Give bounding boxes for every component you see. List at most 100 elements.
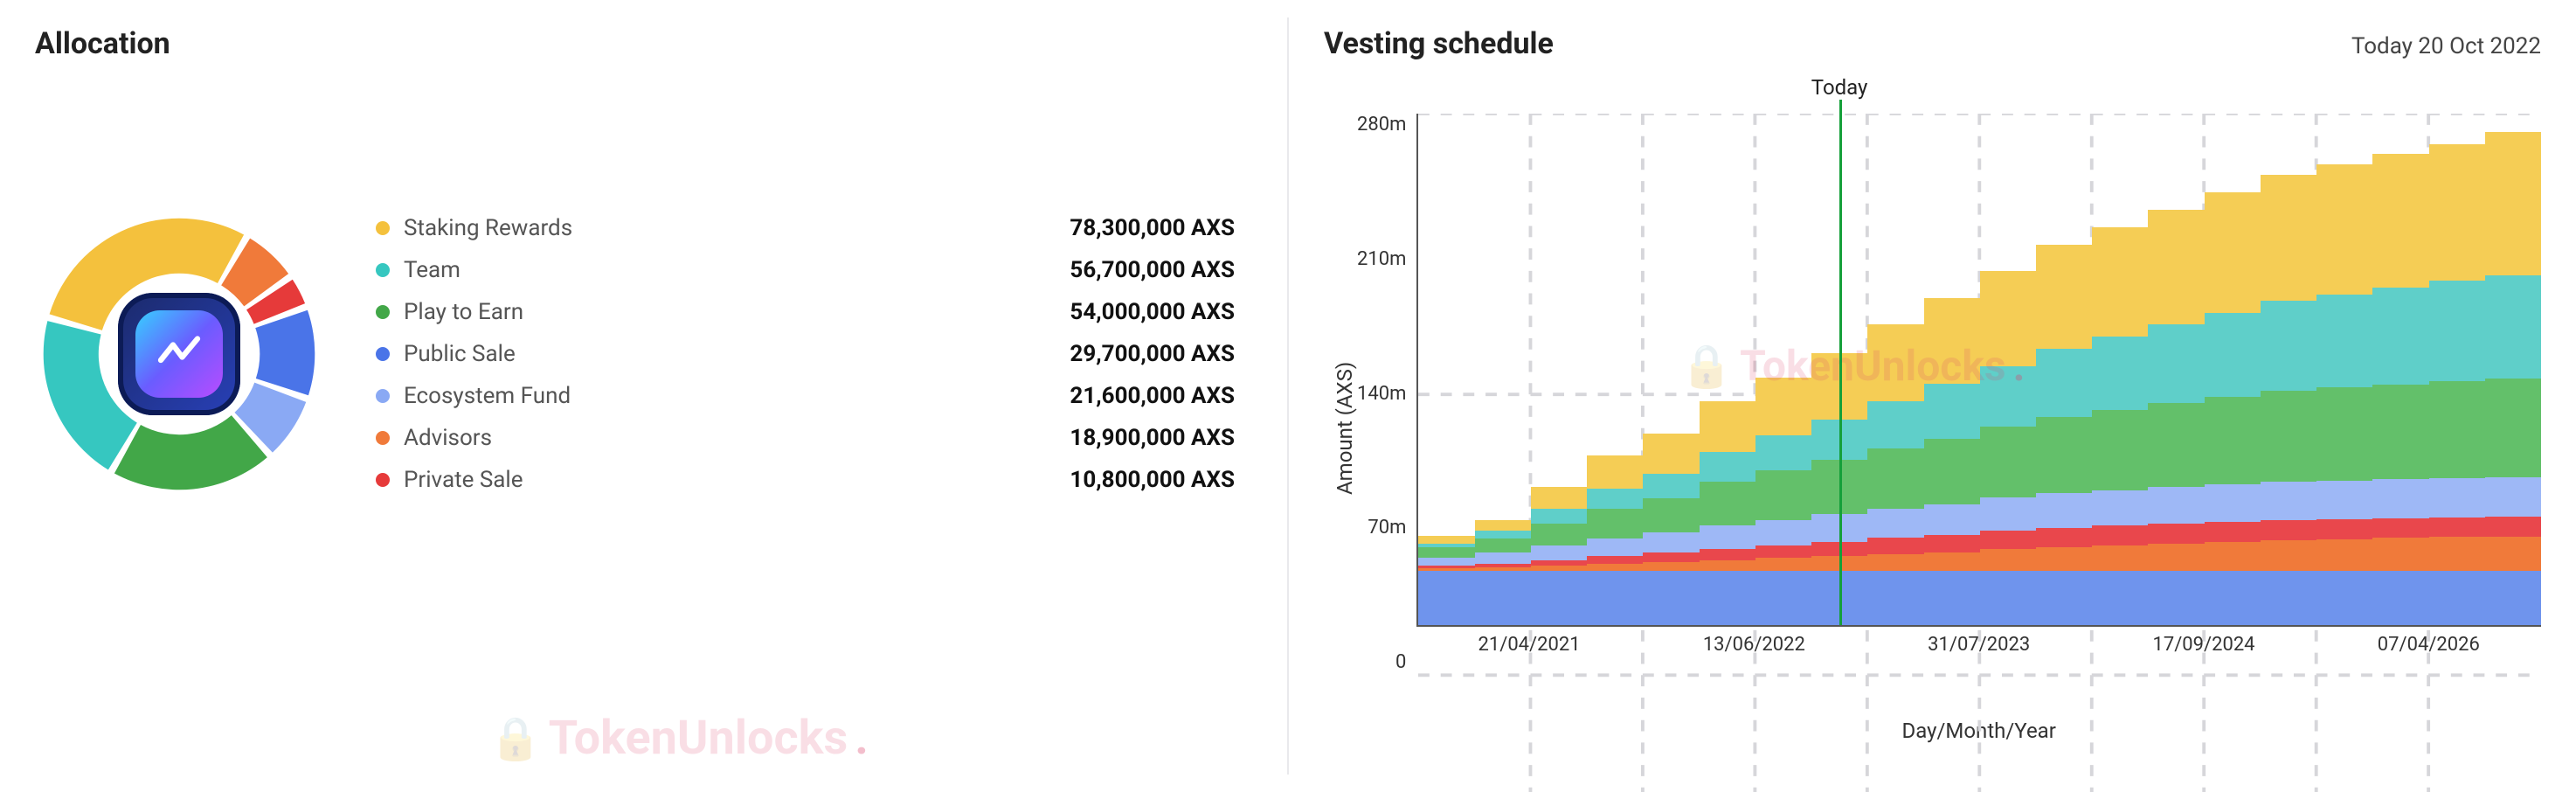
x-tick: 21/04/2021 — [1478, 634, 1581, 656]
seg-team — [1643, 474, 1699, 497]
seg-play — [1700, 482, 1755, 525]
seg-staking — [1980, 271, 2036, 366]
seg-play — [1980, 427, 2036, 498]
seg-public — [1531, 571, 1587, 625]
seg-staking — [2148, 210, 2204, 325]
seg-private — [1700, 549, 1755, 560]
seg-play — [2261, 391, 2316, 482]
legend-value: 56,700,000 AXS — [1070, 257, 1235, 283]
seg-public — [2485, 571, 2541, 625]
step-col — [1531, 114, 1587, 625]
vesting-header: Vesting schedule Today 20 Oct 2022 — [1324, 26, 2541, 87]
chart-steps — [1418, 114, 2541, 625]
seg-public — [1587, 571, 1643, 625]
step-col — [2036, 114, 2092, 625]
seg-advisors — [1980, 549, 2036, 571]
seg-public — [1755, 571, 1811, 625]
legend-row-eco: Ecosystem Fund21,600,000 AXS — [376, 383, 1235, 409]
x-axis: 21/04/202113/06/202231/07/202317/09/2024… — [1416, 627, 2541, 675]
legend-value: 10,800,000 AXS — [1070, 467, 1235, 493]
seg-private — [2092, 525, 2148, 545]
seg-advisors — [1924, 552, 1980, 571]
legend-value: 18,900,000 AXS — [1070, 425, 1235, 451]
seg-private — [2316, 519, 2372, 539]
seg-private — [1755, 545, 1811, 559]
seg-eco — [1643, 532, 1699, 552]
seg-play — [2036, 417, 2092, 494]
seg-advisors — [1700, 560, 1755, 572]
seg-advisors — [2205, 542, 2261, 571]
seg-staking — [1867, 324, 1923, 401]
seg-advisors — [2316, 539, 2372, 572]
y-tick: 70m — [1368, 517, 1406, 538]
seg-advisors — [1643, 562, 1699, 571]
today-marker-label: Today — [1811, 75, 1868, 100]
seg-eco — [2316, 481, 2372, 519]
legend-swatch — [376, 263, 390, 277]
step-col — [1755, 114, 1811, 625]
seg-play — [2316, 387, 2372, 481]
token-logo-inner — [135, 310, 223, 398]
seg-eco — [2261, 482, 2316, 520]
seg-play — [2148, 403, 2204, 487]
seg-private — [1924, 535, 1980, 552]
watermark: 🔒 TokenUnlocks. — [489, 711, 869, 766]
seg-eco — [1980, 497, 2036, 531]
seg-public — [2205, 571, 2261, 625]
x-tick: 07/04/2026 — [2378, 634, 2480, 656]
legend-row-play: Play to Earn54,000,000 AXS — [376, 299, 1235, 325]
seg-team — [1587, 489, 1643, 509]
vesting-chart: 🔒 TokenUnlocks. Today — [1416, 114, 2541, 627]
seg-team — [2316, 295, 2372, 388]
seg-staking — [2261, 175, 2316, 301]
seg-staking — [1418, 536, 1474, 543]
seg-staking — [1531, 487, 1587, 509]
seg-team — [1700, 452, 1755, 481]
allocation-panel: Allocation Staking Rewards78,300,000 AXS… — [0, 0, 1287, 792]
step-col — [2261, 114, 2316, 625]
seg-team — [2429, 281, 2485, 381]
seg-staking — [2036, 245, 2092, 349]
vesting-body: Amount (AXS) 280m210m140m70m0 🔒 TokenUnl… — [1324, 114, 2541, 743]
seg-private — [2261, 520, 2316, 540]
seg-staking — [1587, 455, 1643, 489]
legend-value: 78,300,000 AXS — [1070, 215, 1235, 241]
y-tick: 0 — [1395, 651, 1406, 673]
seg-private — [2036, 528, 2092, 547]
legend-value: 29,700,000 AXS — [1070, 341, 1235, 367]
seg-staking — [1643, 434, 1699, 474]
seg-team — [2485, 275, 2541, 379]
seg-eco — [1924, 504, 1980, 536]
legend-swatch — [376, 473, 390, 487]
seg-staking — [1924, 298, 1980, 384]
legend-swatch — [376, 305, 390, 319]
lock-icon: 🔒 — [489, 713, 542, 763]
seg-eco — [2092, 490, 2148, 526]
seg-eco — [1867, 509, 1923, 538]
seg-team — [1867, 401, 1923, 448]
seg-public — [1924, 571, 1980, 625]
seg-private — [1867, 538, 1923, 554]
seg-public — [2372, 571, 2428, 625]
seg-staking — [1700, 401, 1755, 453]
seg-advisors — [2261, 540, 2316, 572]
seg-private — [1587, 556, 1643, 563]
seg-play — [1531, 524, 1587, 545]
step-col — [1980, 114, 2036, 625]
seg-advisors — [1587, 564, 1643, 571]
legend-label: Play to Earn — [404, 299, 523, 325]
seg-team — [1980, 366, 2036, 427]
watermark-text: TokenUnlocks — [549, 711, 848, 766]
seg-eco — [2036, 493, 2092, 528]
legend-swatch — [376, 221, 390, 235]
step-col — [2148, 114, 2204, 625]
step-col — [1475, 114, 1531, 625]
step-col — [2429, 114, 2485, 625]
step-col — [2316, 114, 2372, 625]
donut-slice-play — [114, 415, 267, 490]
today-line — [1839, 79, 1842, 625]
vesting-panel: Vesting schedule Today 20 Oct 2022 Amoun… — [1289, 0, 2576, 792]
seg-play — [2205, 397, 2261, 484]
legend-swatch — [376, 389, 390, 403]
seg-public — [2261, 571, 2316, 625]
